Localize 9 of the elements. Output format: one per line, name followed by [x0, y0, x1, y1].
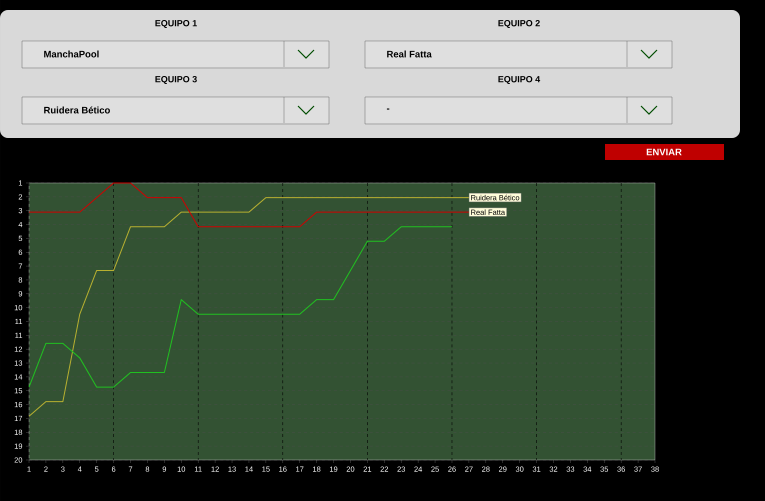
text: EQUIPO 3 [155, 76, 197, 84]
text: EQUIPO 4 [498, 76, 540, 84]
text: ENVIAR [646, 148, 682, 156]
text: EQUIPO 1 [155, 20, 197, 28]
text: - [386, 108, 390, 110]
text: EQUIPO 2 [498, 20, 540, 28]
text: Ruidera Bético [44, 106, 110, 114]
text: Real Fatta [387, 50, 432, 58]
text: ManchaPool [44, 50, 99, 58]
